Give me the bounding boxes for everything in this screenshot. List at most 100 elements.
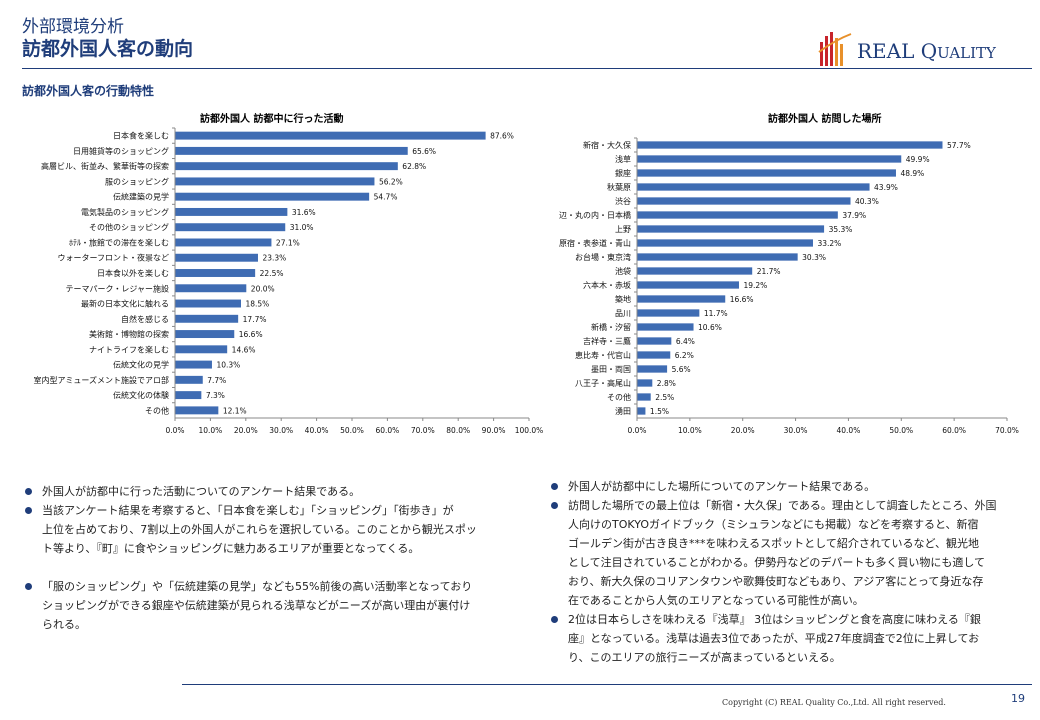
category-label: 日用雑貨等のショッピング	[73, 146, 169, 156]
bar	[637, 407, 646, 415]
bar	[175, 406, 219, 415]
bar	[637, 239, 813, 247]
bar-value-label: 27.1%	[276, 238, 300, 247]
category-label: その他のショッピング	[89, 222, 169, 232]
bar-value-label: 35.3%	[829, 225, 853, 234]
logo-text-small: UALITY	[937, 44, 996, 62]
category-label: 秋葉原	[607, 182, 631, 192]
category-label: その他	[607, 392, 631, 402]
category-label: 美術館・博物館の探索	[89, 329, 169, 339]
category-label: 築地	[615, 294, 631, 304]
x-tick-label: 80.0%	[446, 426, 470, 435]
category-label: ナイトライフを楽しむ	[89, 344, 169, 354]
places-notes: 外国人が訪都中にした場所についてのアンケート結果である。 訪問した場所での最上位…	[548, 477, 1026, 667]
category-label: 八王子・高尾山	[575, 378, 631, 388]
bar	[175, 375, 203, 384]
category-label: 新橋・汐留	[591, 322, 631, 332]
bar-value-label: 6.4%	[676, 337, 695, 346]
footer-divider	[182, 684, 1032, 685]
category-label: 伝統文化の見学	[113, 360, 169, 370]
note-bullet: 「服のショッピング」や「伝統建築の見学」なども55%前後の高い活動率となっており…	[22, 577, 527, 634]
bar	[175, 330, 235, 339]
bar-value-label: 33.2%	[817, 239, 841, 248]
bar-value-label: 18.5%	[245, 300, 269, 309]
copyright: Copyright (C) REAL Quality Co.,Ltd. All …	[722, 698, 946, 707]
bar	[175, 253, 258, 262]
note-line: 在であることから人気のエリアとなっている可能性が高い。	[568, 594, 864, 607]
bar	[175, 238, 272, 247]
bar	[637, 253, 798, 261]
category-label: テーマパーク・レジャー施設	[66, 283, 169, 293]
bar-value-label: 10.6%	[698, 323, 722, 332]
note-line: 当該アンケート結果を考察すると、「日本食を楽しむ」「ショッピング」「街歩き」が	[42, 504, 454, 517]
x-tick-label: 60.0%	[375, 426, 399, 435]
category-label: 高層ビル、街並み、繁華街等の探索	[41, 161, 169, 171]
x-tick-label: 70.0%	[411, 426, 435, 435]
bar-value-label: 40.3%	[855, 197, 879, 206]
bar	[175, 345, 228, 354]
category-label: 浅草	[615, 154, 631, 164]
category-label: 湧田	[615, 406, 631, 416]
bar	[637, 309, 700, 317]
x-tick-label: 100.0%	[515, 426, 544, 435]
category-label: 原宿・表参道・青山	[559, 238, 631, 248]
header-divider	[22, 68, 1032, 69]
bar	[175, 269, 256, 277]
note-line: 「服のショッピング」や「伝統建築の見学」なども55%前後の高い活動率となっており	[42, 580, 473, 593]
x-tick-label: 20.0%	[234, 426, 258, 435]
bar	[637, 211, 838, 219]
note-bullet: 外国人が訪都中に行った活動についてのアンケート結果である。	[22, 482, 527, 501]
note-bullet: 2位は日本らしさを味わえる『浅草』 3位はショッピングと食を高度に味わえる『銀 …	[548, 610, 1026, 667]
note-line: 2位は日本らしさを味わえる『浅草』 3位はショッピングと食を高度に味わえる『銀	[568, 613, 981, 626]
bar-value-label: 65.6%	[412, 147, 436, 156]
note-spacer	[22, 558, 527, 577]
x-tick-label: 0.0%	[165, 426, 184, 435]
section-heading: 訪都外国人客の行動特性	[22, 84, 155, 98]
bar-value-label: 57.7%	[947, 141, 971, 150]
bar-value-label: 62.8%	[402, 162, 426, 171]
note-line: 人向けのTOKYOガイドブック（ミシュランなどにも掲載）などを考察すると、新宿	[568, 518, 979, 531]
activities-notes: 外国人が訪都中に行った活動についてのアンケート結果である。 当該アンケート結果を…	[22, 482, 527, 634]
bar	[637, 337, 672, 345]
category-label: 品川	[615, 309, 631, 318]
bar-value-label: 54.7%	[374, 193, 398, 202]
bar-value-label: 16.6%	[730, 295, 754, 304]
bar-value-label: 5.6%	[672, 365, 691, 374]
category-label: 服のショッピング	[105, 176, 169, 186]
category-label: 墨田・両国	[591, 365, 631, 374]
bar-value-label: 7.7%	[207, 376, 226, 385]
note-line: られる。	[42, 618, 86, 631]
category-label: 六本木・赤坂	[583, 280, 631, 290]
x-tick-label: 40.0%	[305, 426, 329, 435]
note-line: ショッピングができる銀座や伝統建築が見られる浅草などがニーズが高い理由が裏付け	[42, 599, 471, 612]
x-tick-label: 50.0%	[889, 426, 913, 435]
bar	[637, 225, 825, 233]
note-bullet: 当該アンケート結果を考察すると、「日本食を楽しむ」「ショッピング」「街歩き」が …	[22, 501, 527, 558]
logo-wordmark: REAL QUALITY	[857, 39, 996, 63]
bar	[175, 223, 286, 232]
bar	[637, 351, 671, 359]
x-tick-label: 20.0%	[731, 426, 755, 435]
bar	[637, 169, 896, 177]
bar	[175, 146, 408, 155]
bar-value-label: 6.2%	[675, 351, 694, 360]
note-line: 上位を占めており、7割以上の外国人がこれらを選択している。このことから観光スポッ	[42, 523, 477, 536]
bar-value-label: 37.9%	[842, 211, 866, 220]
note-line: ト等より、『町』に食やショッピングに魅力あるエリアが重要となってくる。	[42, 542, 420, 555]
bar-value-label: 30.3%	[802, 253, 826, 262]
bar	[637, 379, 653, 387]
bar	[175, 299, 241, 308]
bar-value-label: 87.6%	[490, 132, 514, 141]
chart-title: 訪都外国人 訪都中に行った活動	[200, 112, 343, 125]
section-subtitle: 外部環境分析	[22, 17, 124, 37]
note-text: 外国人が訪都中に行った活動についてのアンケート結果である。	[42, 485, 361, 498]
bar	[175, 192, 370, 201]
bar-value-label: 22.5%	[260, 269, 284, 278]
bar-value-label: 49.9%	[906, 155, 930, 164]
bar	[175, 284, 247, 293]
x-tick-label: 90.0%	[482, 426, 506, 435]
category-label: 最新の日本文化に触れる	[81, 299, 169, 309]
note-line: り、このエリアの旅行ニーズが高まっているといえる。	[568, 651, 841, 664]
bar	[637, 197, 851, 205]
